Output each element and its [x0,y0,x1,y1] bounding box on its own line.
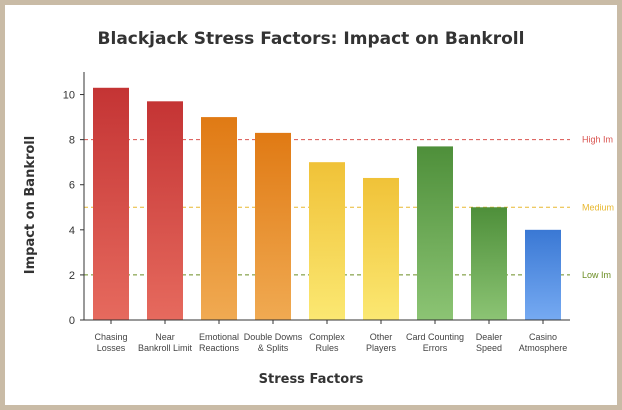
x-tick-label: Emotional [199,332,239,342]
y-axis-title: Impact on Bankroll [23,136,38,274]
bars-group [93,87,561,321]
x-tick-label: Losses [97,343,126,353]
y-tick-label: 2 [69,270,75,282]
bar [255,132,291,320]
y-ticks-group: 0 2 4 6 8 10 [63,90,84,327]
bar [525,229,561,320]
threshold-label: High Im [582,135,613,145]
bar [201,117,237,320]
x-tick-label: Speed [476,343,502,353]
threshold-label: Medium [582,202,614,212]
x-tick-label: Double Downs [244,332,303,342]
bar [93,87,129,320]
x-tick-label: & Splits [258,343,289,353]
x-tick-label: Errors [423,343,448,353]
x-tick-label: Atmosphere [519,343,568,353]
bar [147,101,183,321]
x-tick-label: Other [370,332,393,342]
bar [309,162,345,320]
y-tick-label: 0 [69,315,75,327]
x-tick-label: Reactions [199,343,240,353]
x-tick-label: Complex [309,332,345,342]
chart-title: Blackjack Stress Factors: Impact on Bank… [98,29,525,49]
y-tick-label: 4 [69,225,75,237]
threshold-label: Low Im [582,270,611,280]
x-tick-label: Casino [529,332,557,342]
bar [417,146,453,320]
y-tick-label: 6 [69,180,75,192]
x-tick-label: Dealer [476,332,503,342]
x-tick-label: Rules [315,343,339,353]
x-tick-label: Players [366,343,397,353]
x-tick-label: Card Counting [406,332,464,342]
y-tick-label: 10 [63,90,75,102]
x-axis-title: Stress Factors [259,372,364,387]
bar [363,177,399,320]
x-tick-label: Bankroll Limit [138,343,193,353]
x-tick-label: Near [155,332,175,342]
bar [471,207,507,320]
y-tick-label: 8 [69,135,75,147]
x-tick-label: Chasing [94,332,127,342]
